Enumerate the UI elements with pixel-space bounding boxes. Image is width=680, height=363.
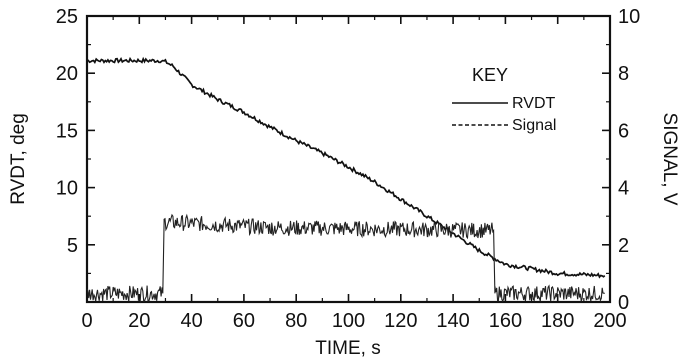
legend-label-rvdt: RVDT [512, 95, 555, 112]
legend-label-signal: Signal [512, 117, 556, 134]
y-left-tick-label: 15 [56, 120, 78, 142]
x-tick-label: 60 [233, 310, 255, 332]
y-right-tick-label: 8 [618, 63, 629, 85]
x-tick-label: 80 [285, 310, 307, 332]
x-tick-label: 20 [128, 310, 150, 332]
x-tick-label: 180 [541, 310, 574, 332]
y-right-tick-label: 0 [618, 292, 629, 314]
y-left-tick-label: 5 [67, 235, 78, 257]
y-axis-left-title: RVDT, deg [8, 113, 29, 205]
tick-labels: 0 20 40 60 80 100 120 140 160 180 200 5 10 15 20 25 0 2 4 6… [56, 6, 641, 332]
legend: KEY RVDT Signal [452, 65, 556, 134]
x-tick-label: 100 [332, 310, 365, 332]
y-left-tick-label: 10 [56, 178, 78, 200]
y-left-tick-label: 25 [56, 6, 78, 28]
y-axis-right-title: SIGNAL, V [659, 113, 680, 206]
x-axis-title: TIME, s [315, 338, 380, 359]
y-right-tick-label: 6 [618, 120, 629, 142]
y-right-tick-label: 2 [618, 235, 629, 257]
axis-ticks [86, 15, 611, 303]
legend-title: KEY [472, 65, 508, 85]
series-signal-line [86, 213, 605, 304]
x-tick-label: 160 [489, 310, 522, 332]
y-right-tick-label: 4 [618, 178, 629, 200]
x-tick-label: 40 [180, 310, 202, 332]
x-tick-label: 120 [384, 310, 417, 332]
x-tick-label: 200 [593, 310, 626, 332]
x-tick-label: 140 [436, 310, 469, 332]
series-rvdt-line [86, 56, 606, 279]
x-tick-label: 0 [81, 310, 92, 332]
y-left-tick-label: 20 [56, 63, 78, 85]
y-right-tick-label: 10 [618, 6, 640, 28]
series-layer [86, 56, 606, 304]
